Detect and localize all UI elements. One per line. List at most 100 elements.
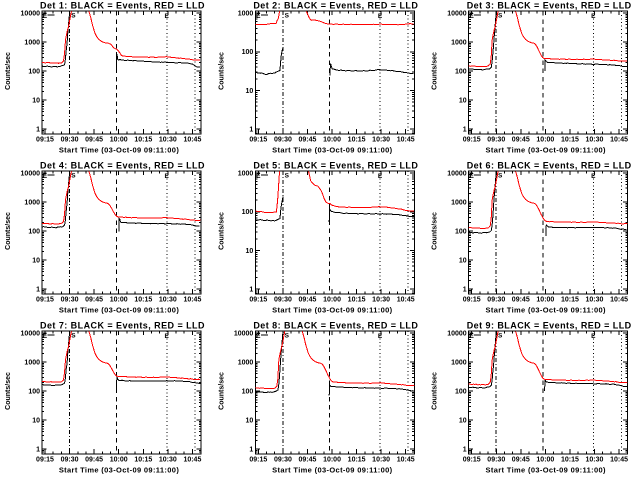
svg-text:10:45: 10:45 — [397, 297, 415, 304]
svg-text:1: 1 — [463, 127, 467, 134]
svg-text:E: E — [469, 173, 474, 180]
svg-text:10: 10 — [32, 258, 40, 265]
svg-text:Counts/sec: Counts/sec — [218, 52, 225, 90]
svg-text:E: E — [591, 333, 596, 340]
svg-text:10: 10 — [246, 248, 254, 255]
svg-text:09:30: 09:30 — [487, 137, 505, 144]
svg-text:10000: 10000 — [21, 10, 41, 17]
svg-text:Start Time (03-Oct-09 09:11:00: Start Time (03-Oct-09 09:11:00) — [485, 466, 605, 475]
svg-text:10: 10 — [246, 418, 254, 425]
svg-text:100: 100 — [28, 69, 40, 76]
svg-text:E: E — [591, 173, 596, 180]
svg-text:Counts/sec: Counts/sec — [432, 212, 439, 250]
svg-text:09:45: 09:45 — [512, 297, 530, 304]
svg-text:09:45: 09:45 — [512, 137, 530, 144]
svg-text:100: 100 — [455, 389, 467, 396]
svg-text:S: S — [498, 172, 503, 179]
svg-text:10:30: 10:30 — [159, 137, 177, 144]
svg-text:Start Time (03-Oct-09 09:11:00: Start Time (03-Oct-09 09:11:00) — [272, 146, 392, 155]
svg-text:Det 1: BLACK = Events, RED = L: Det 1: BLACK = Events, RED = LLD — [40, 1, 205, 11]
svg-text:10: 10 — [32, 98, 40, 105]
svg-text:1000: 1000 — [238, 170, 254, 177]
svg-text:10:30: 10:30 — [586, 297, 604, 304]
svg-text:100: 100 — [455, 229, 467, 236]
svg-text:10:45: 10:45 — [397, 457, 415, 464]
svg-text:10:00: 10:00 — [536, 457, 554, 464]
svg-text:10000: 10000 — [21, 330, 41, 337]
svg-text:10:30: 10:30 — [586, 457, 604, 464]
svg-text:10000: 10000 — [234, 330, 254, 337]
svg-text:10:30: 10:30 — [372, 457, 390, 464]
svg-text:10:00: 10:00 — [536, 137, 554, 144]
svg-text:Counts/sec: Counts/sec — [5, 52, 12, 90]
svg-text:10:00: 10:00 — [323, 297, 341, 304]
svg-text:1000: 1000 — [238, 10, 254, 17]
svg-text:09:45: 09:45 — [298, 457, 316, 464]
svg-text:Det 2: BLACK = Events, RED = L: Det 2: BLACK = Events, RED = LLD — [253, 1, 418, 11]
svg-text:10: 10 — [32, 418, 40, 425]
svg-text:E: E — [256, 173, 261, 180]
svg-text:E: E — [256, 13, 261, 20]
svg-text:09:30: 09:30 — [487, 457, 505, 464]
svg-text:Start Time (03-Oct-09 09:11:00: Start Time (03-Oct-09 09:11:00) — [272, 466, 392, 475]
svg-text:09:45: 09:45 — [85, 137, 103, 144]
svg-text:1: 1 — [36, 447, 40, 454]
svg-text:10:15: 10:15 — [348, 297, 366, 304]
svg-text:E: E — [43, 333, 48, 340]
svg-text:100: 100 — [455, 69, 467, 76]
svg-text:09:30: 09:30 — [61, 137, 79, 144]
svg-text:Counts/sec: Counts/sec — [5, 372, 12, 410]
svg-text:10:15: 10:15 — [348, 137, 366, 144]
svg-text:10:45: 10:45 — [397, 137, 415, 144]
svg-text:1000: 1000 — [238, 360, 254, 367]
svg-text:10000: 10000 — [447, 170, 467, 177]
svg-text:10: 10 — [246, 88, 254, 95]
svg-text:S: S — [285, 332, 290, 339]
svg-text:10:45: 10:45 — [183, 457, 201, 464]
svg-text:100: 100 — [242, 49, 254, 56]
svg-text:S: S — [71, 332, 76, 339]
svg-text:E: E — [469, 333, 474, 340]
svg-text:E: E — [591, 13, 596, 20]
svg-text:1000: 1000 — [451, 200, 467, 207]
svg-text:09:30: 09:30 — [487, 297, 505, 304]
svg-text:Det 6: BLACK = Events, RED = L: Det 6: BLACK = Events, RED = LLD — [467, 161, 632, 171]
svg-text:Counts/sec: Counts/sec — [432, 372, 439, 410]
svg-text:09:45: 09:45 — [298, 297, 316, 304]
svg-text:10:00: 10:00 — [323, 137, 341, 144]
svg-text:Start Time (03-Oct-09 09:11:00: Start Time (03-Oct-09 09:11:00) — [485, 146, 605, 155]
svg-text:Start Time (03-Oct-09 09:11:00: Start Time (03-Oct-09 09:11:00) — [485, 306, 605, 315]
svg-text:10:30: 10:30 — [372, 297, 390, 304]
svg-text:10: 10 — [459, 418, 467, 425]
svg-text:100: 100 — [242, 209, 254, 216]
svg-text:10:15: 10:15 — [561, 137, 579, 144]
svg-text:10:15: 10:15 — [561, 457, 579, 464]
svg-text:1: 1 — [36, 127, 40, 134]
svg-text:10:45: 10:45 — [610, 457, 628, 464]
svg-text:S: S — [285, 172, 290, 179]
svg-text:10000: 10000 — [21, 170, 41, 177]
svg-text:E: E — [378, 173, 383, 180]
svg-text:E: E — [378, 13, 383, 20]
svg-text:E: E — [165, 333, 170, 340]
svg-text:E: E — [165, 13, 170, 20]
svg-text:09:15: 09:15 — [249, 457, 267, 464]
svg-text:09:15: 09:15 — [36, 137, 54, 144]
svg-text:1000: 1000 — [24, 200, 40, 207]
svg-text:Det 7: BLACK = Events, RED = L: Det 7: BLACK = Events, RED = LLD — [40, 321, 205, 331]
svg-text:S: S — [71, 172, 76, 179]
svg-text:09:30: 09:30 — [274, 297, 292, 304]
svg-text:09:15: 09:15 — [36, 457, 54, 464]
svg-text:Det 5: BLACK = Events, RED = L: Det 5: BLACK = Events, RED = LLD — [253, 161, 418, 171]
svg-text:10:15: 10:15 — [134, 457, 152, 464]
svg-text:09:45: 09:45 — [85, 457, 103, 464]
svg-text:S: S — [71, 12, 76, 19]
svg-text:09:15: 09:15 — [463, 297, 481, 304]
svg-text:09:45: 09:45 — [512, 457, 530, 464]
svg-text:Counts/sec: Counts/sec — [432, 52, 439, 90]
svg-text:E: E — [378, 333, 383, 340]
svg-text:10:15: 10:15 — [348, 457, 366, 464]
svg-text:Counts/sec: Counts/sec — [218, 372, 225, 410]
svg-text:10:45: 10:45 — [183, 137, 201, 144]
svg-text:100: 100 — [28, 229, 40, 236]
